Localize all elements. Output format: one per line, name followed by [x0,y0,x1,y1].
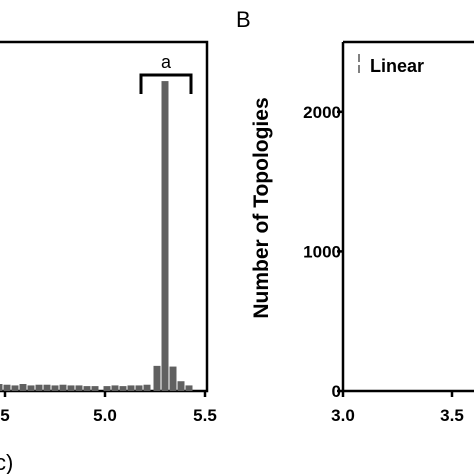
panel-a-x-ticks: 5 5.0 5.5 [0,391,217,425]
bar [43,384,51,391]
panel-a-plot-frame [0,40,209,393]
bar [143,384,151,391]
panel-b-letter: B [236,7,251,32]
x-tick-label: 3.0 [331,406,355,425]
annotation-label: a [161,52,172,72]
bar [153,365,161,391]
bar [127,385,135,391]
x-tick-label: 3.5 [440,406,464,425]
bar [27,385,35,391]
y-tick-label: 0 [332,382,341,401]
bar [161,81,169,391]
annotation-bracket [139,73,193,94]
bar [103,386,111,391]
panel-b-x-ticks: 3.0 3.5 [331,391,464,425]
x-tick-label: 5.0 [93,406,117,425]
bar [83,386,91,391]
bar [19,384,27,391]
bar [67,385,75,391]
panel-b-legend: Linear [358,54,424,76]
bar [169,366,177,391]
y-tick-label: 1000 [303,242,341,261]
bar [185,385,193,391]
panel-a-bars [0,81,193,391]
panel-b-axes [341,40,474,393]
panel-b-y-axis-title: Number of Topologies [250,97,273,318]
panel-b-y-ticks: 0 1000 2000 [303,103,343,401]
x-tick-label: 5.5 [193,406,217,425]
bar [135,385,143,391]
bar [75,385,83,391]
bar [91,386,99,391]
bar [11,385,19,391]
y-tick-label: 2000 [303,103,341,122]
bar [35,384,43,391]
bar [59,384,67,391]
peak-annotation: a [139,52,193,94]
bar [51,385,59,391]
bar [111,385,119,391]
bar [119,386,127,391]
bar [3,384,11,391]
panel-a-histogram: 5 5.0 5.5 a c) [0,40,217,474]
bar [177,381,185,391]
bottom-label-fragment: c) [0,450,13,474]
legend-label-linear: Linear [370,56,424,76]
x-tick-label: 5 [0,406,9,425]
bar [0,384,3,391]
